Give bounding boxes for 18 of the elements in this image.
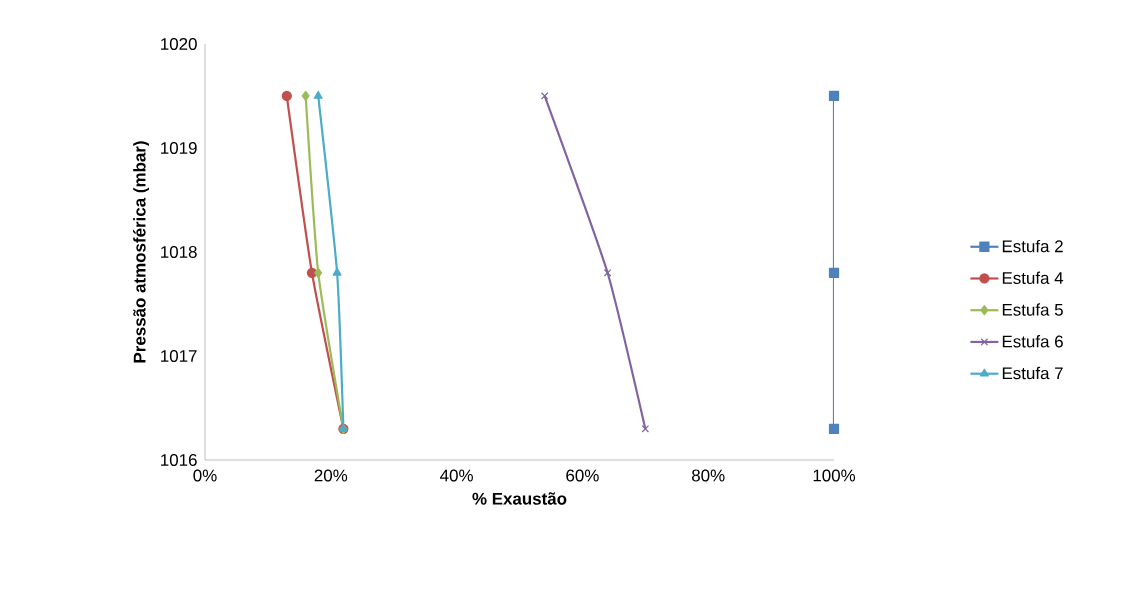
- y-tick-label: 1016: [161, 453, 197, 466]
- x-tick-label: 0%: [193, 469, 217, 482]
- y-tick-label: 1020: [161, 37, 197, 50]
- x-tick-label: 60%: [566, 469, 599, 482]
- x-tick-label: 20%: [314, 469, 348, 482]
- x-tick-label: 100%: [813, 469, 856, 482]
- legend-label: Estufa 6: [1002, 335, 1063, 348]
- y-tick-label: 1017: [161, 349, 197, 362]
- y-tick-label: 1019: [161, 141, 197, 154]
- x-tick-label: 40%: [440, 469, 473, 482]
- legend-label: Estufa 7: [1002, 366, 1063, 380]
- legend-label: Estufa 5: [1002, 303, 1063, 316]
- legend-label: Estufa 2: [1002, 239, 1063, 253]
- x-tick-label: 80%: [692, 469, 725, 482]
- x-axis-title: % Exaustão: [472, 492, 567, 505]
- y-axis-title: Pressão atmosférica (mbar): [133, 141, 149, 363]
- y-tick-label: 1018: [161, 245, 197, 258]
- legend-label: Estufa 4: [1002, 271, 1064, 285]
